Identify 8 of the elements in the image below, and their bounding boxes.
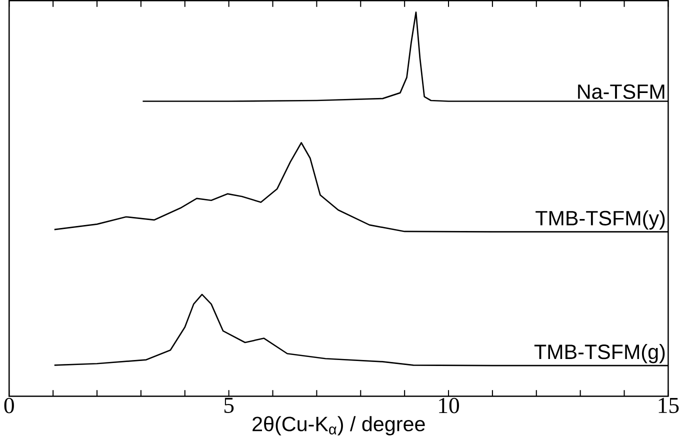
x-tick-label: 10 [439, 398, 460, 414]
x-tick-label: 5 [224, 398, 234, 414]
series-label: TMB-TSFM(g) [534, 344, 665, 364]
series-label: TMB-TSFM(y) [536, 210, 665, 230]
x-tick-label: 0 [4, 398, 14, 414]
x-tick-label: 15 [658, 398, 679, 414]
x-axis-title: 2θ(Cu-K$_{α}$) / degree [252, 416, 425, 436]
series-label: Na-TSFM [578, 84, 664, 100]
